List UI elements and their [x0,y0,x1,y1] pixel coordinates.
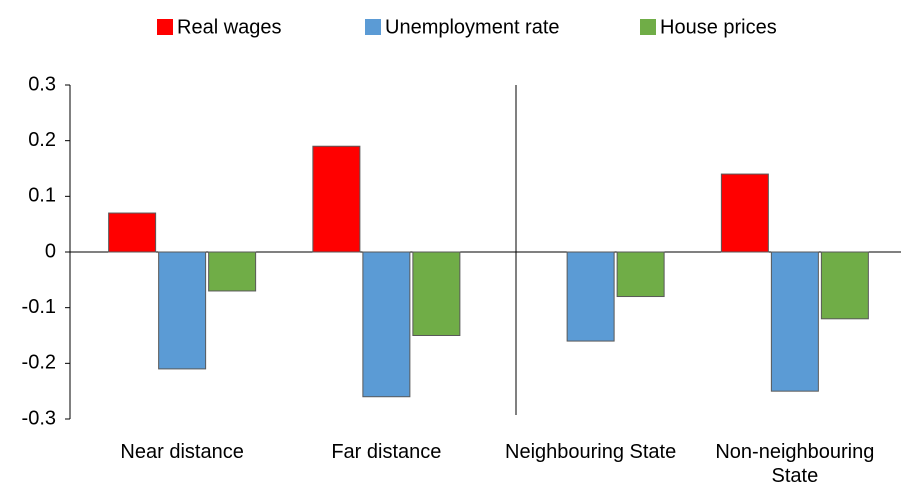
bar [566,251,615,342]
bar [158,251,207,370]
bar [208,251,257,292]
y-tick-label: 0.1 [28,185,56,207]
x-tick-label: Far distance [331,441,442,463]
bar [312,145,361,253]
bar [720,173,769,253]
legend-swatch [365,19,381,35]
y-tick-label: -0.3 [22,407,56,429]
y-tick-label: -0.2 [22,352,56,374]
bar [820,251,869,320]
legend-label: House prices [660,16,777,38]
y-tick-label: 0 [45,240,56,262]
bar [412,251,461,336]
bar [770,251,819,392]
y-tick-label: -0.1 [22,296,56,318]
bar [362,251,411,398]
legend-swatch [640,19,656,35]
legend-swatch [157,19,173,35]
x-tick-label: Neighbouring State [505,441,677,463]
bar [108,212,157,253]
bar [616,251,665,298]
y-tick-label: 0.2 [28,129,56,151]
y-tick-label: 0.3 [28,73,56,95]
legend-label: Real wages [177,16,282,38]
x-tick-label: Non-neighbouring State [715,441,875,487]
legend-label: Unemployment rate [385,16,560,38]
x-tick-label: Near distance [120,441,244,463]
